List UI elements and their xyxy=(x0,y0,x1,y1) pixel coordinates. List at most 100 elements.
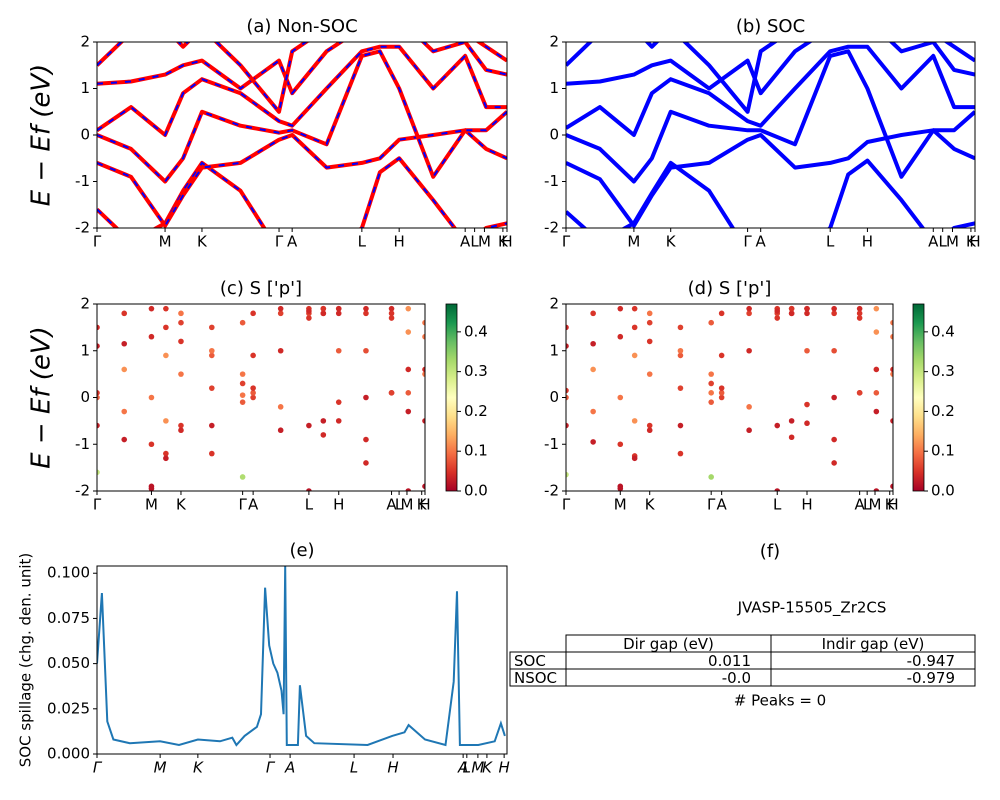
band-point xyxy=(890,333,893,340)
band-line xyxy=(566,49,975,184)
band-point xyxy=(163,455,169,462)
band-point xyxy=(590,310,596,317)
band-point xyxy=(617,305,624,312)
x-tick-label: M xyxy=(400,496,413,514)
x-tick-label: A xyxy=(284,759,295,777)
colorbar xyxy=(912,303,925,492)
band-point xyxy=(97,394,100,401)
table-value: -0.0 xyxy=(722,669,751,687)
table-cell xyxy=(770,668,976,687)
band-point xyxy=(890,366,893,373)
band-point xyxy=(856,305,863,312)
band-point xyxy=(804,310,810,317)
band-point xyxy=(590,340,596,347)
x-tick-label: Γ xyxy=(562,496,571,514)
band-point xyxy=(804,305,810,312)
band-point xyxy=(97,390,100,396)
band-point xyxy=(788,434,795,441)
x-tick-label: H xyxy=(887,496,898,514)
x-tick-label: A xyxy=(287,233,298,251)
band-point xyxy=(677,347,684,354)
colorbar-tick-label: 0.2 xyxy=(931,402,955,420)
band-point xyxy=(566,422,569,429)
band-point xyxy=(306,488,312,491)
band-point xyxy=(590,502,596,508)
band-point xyxy=(388,310,395,317)
band-line xyxy=(566,42,975,96)
panel-title: (e) xyxy=(289,540,314,561)
colorbar-tick-label: 0.1 xyxy=(464,442,488,460)
y-tick-label: 1 xyxy=(549,341,559,359)
band-point xyxy=(121,340,128,347)
x-tick-label: Γ xyxy=(238,496,247,514)
x-tick-label: L xyxy=(395,496,404,514)
band-point xyxy=(363,310,369,317)
x-tick-label: Γ xyxy=(562,233,571,251)
band-point xyxy=(788,418,795,424)
x-tick-label: L xyxy=(863,496,872,514)
y-tick-label: 2 xyxy=(549,33,559,51)
band-point xyxy=(239,380,246,387)
band-line xyxy=(566,44,975,137)
band-line-dash xyxy=(97,129,507,228)
band-point xyxy=(239,474,246,480)
colorbar-tick-label: 0.3 xyxy=(931,362,955,380)
x-tick-label: L xyxy=(939,233,948,251)
band-point xyxy=(363,347,369,354)
y-tick-label: 0 xyxy=(80,388,90,406)
x-tick-label: H xyxy=(419,496,430,514)
band-point xyxy=(890,371,893,377)
band-point xyxy=(831,436,837,443)
band-point xyxy=(746,347,752,354)
band-point xyxy=(405,366,412,373)
y-axis-label: E − Ef (eV) xyxy=(27,326,57,469)
band-point xyxy=(250,390,256,396)
band-line-dash xyxy=(97,45,507,137)
band-point xyxy=(677,324,684,331)
x-tick-label: M xyxy=(159,233,172,251)
band-point xyxy=(163,305,169,312)
band-point xyxy=(718,310,725,317)
band-point xyxy=(590,408,596,415)
band-point xyxy=(335,399,342,405)
band-point xyxy=(388,390,395,396)
band-point xyxy=(774,315,781,321)
colorbar-tick-label: 0.2 xyxy=(464,402,488,420)
y-tick-label: -2 xyxy=(544,482,559,500)
colorbar-tick-label: 0.4 xyxy=(931,322,955,340)
band-point xyxy=(856,390,863,396)
band-point xyxy=(566,387,569,394)
band-point xyxy=(617,394,624,401)
band-point xyxy=(708,371,714,377)
y-tick-label: 1 xyxy=(549,79,559,97)
band-point xyxy=(631,352,638,359)
axes-frame xyxy=(565,41,976,229)
band-point xyxy=(708,399,714,405)
band-point xyxy=(718,352,725,359)
band-point xyxy=(804,401,810,408)
band-point xyxy=(250,394,256,401)
table-caption: JVASP-15505_Zr2CS xyxy=(737,599,887,618)
x-tick-label: H xyxy=(387,759,398,777)
x-tick-label: M xyxy=(946,233,959,251)
band-point xyxy=(148,333,155,340)
y-tick-label: 0.075 xyxy=(47,609,90,627)
band-point xyxy=(873,408,880,415)
y-axis-label: E − Ef (eV) xyxy=(27,64,57,207)
x-tick-label: Γ xyxy=(93,233,102,251)
x-tick-label: K xyxy=(498,233,509,251)
x-tick-label: K xyxy=(645,496,656,514)
x-tick-label: L xyxy=(826,233,835,251)
y-tick-label: 0 xyxy=(549,388,559,406)
band-point xyxy=(566,324,569,331)
band-point xyxy=(631,324,638,331)
axes-frame xyxy=(96,565,508,755)
band-point xyxy=(320,418,327,424)
band-point xyxy=(335,418,342,424)
band-point xyxy=(121,408,128,415)
plot-area xyxy=(97,42,507,228)
y-tick-label: -1 xyxy=(544,435,559,453)
band-point xyxy=(804,420,810,427)
x-tick-label: M xyxy=(471,759,484,777)
band-point xyxy=(890,418,893,424)
